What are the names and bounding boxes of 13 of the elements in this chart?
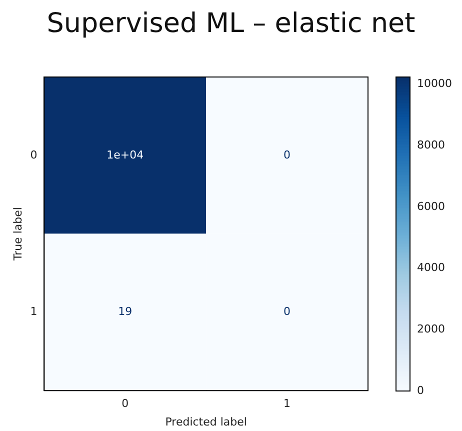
chart-title: Supervised ML – elastic net bbox=[46, 8, 416, 39]
color-bar-label: 4000 bbox=[417, 261, 445, 274]
color-bar-label: 10000 bbox=[417, 77, 452, 90]
y-axis-title: True label bbox=[11, 207, 24, 262]
data-label: 19 bbox=[118, 305, 132, 318]
color-bar-label: 6000 bbox=[417, 200, 445, 213]
data-label: 0 bbox=[284, 305, 291, 318]
x-axis-title: Predicted label bbox=[165, 415, 247, 428]
color-bar-label: 2000 bbox=[417, 322, 445, 336]
data-label: 0 bbox=[284, 148, 291, 162]
data-label: 1e+04 bbox=[106, 148, 144, 162]
color-bar-label: 0 bbox=[417, 384, 424, 397]
color-bar-label: 8000 bbox=[417, 138, 445, 152]
